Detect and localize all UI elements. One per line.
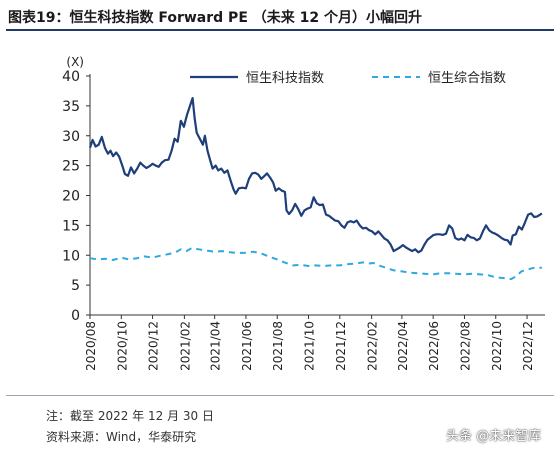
forward-pe-chart: (X) 0 5 10 15 20 25 30 35 40 2020/08 2020/10 2020/12… <box>62 55 545 371</box>
y-tick-label: 5 <box>71 278 80 294</box>
x-tick-label: 2022/12 <box>521 321 535 371</box>
legend: 恒生科技指数 恒生综合指数 <box>190 71 506 86</box>
x-tick-label: 2022/06 <box>427 321 441 371</box>
watermark: 头条 @未来智库 <box>446 429 542 444</box>
x-tick-label: 2022/08 <box>458 321 472 371</box>
x-tick-label: 2022/10 <box>490 321 504 371</box>
source-note: 资料来源：Wind，华泰研究 <box>46 430 197 444</box>
series-line-hscomposite <box>89 247 542 281</box>
y-tick-label: 25 <box>62 159 80 175</box>
axes: (X) 0 5 10 15 20 25 30 35 40 2020/08 2020/10 2020/12… <box>62 55 545 371</box>
x-tick-label: 2021/02 <box>178 321 192 371</box>
x-tick-label: 2021/08 <box>271 321 285 371</box>
y-tick-label: 30 <box>62 129 80 145</box>
x-tick-label: 2022/02 <box>366 321 380 371</box>
series-line-hstech <box>88 97 543 254</box>
y-tick-label: 15 <box>62 218 80 234</box>
footnote: 注：截至 2022 年 12 月 30 日 <box>46 409 214 423</box>
x-tick-label: 2020/10 <box>115 321 129 371</box>
figure-title: 图表19：恒生科技指数 Forward PE （未来 12 个月）小幅回升 <box>8 10 422 26</box>
x-tick-label: 2020/12 <box>147 321 161 371</box>
x-tick-label: 2021/06 <box>240 321 254 371</box>
x-tick-label: 2021/12 <box>334 321 348 371</box>
x-tick-label: 2021/10 <box>303 321 317 371</box>
y-tick-label: 35 <box>62 99 80 115</box>
y-tick-label: 10 <box>62 248 80 264</box>
series-layer <box>88 97 543 281</box>
y-tick-label: 0 <box>71 308 80 324</box>
footer-rule <box>6 395 554 396</box>
y-tick-label: 20 <box>62 189 80 205</box>
x-tick-label: 2021/04 <box>209 321 223 371</box>
title-rule <box>6 29 554 31</box>
x-tick-label: 2022/04 <box>396 321 410 371</box>
legend-label: 恒生综合指数 <box>428 71 506 86</box>
y-tick-label: 40 <box>62 69 80 85</box>
y-unit-label: (X) <box>66 55 84 69</box>
legend-label: 恒生科技指数 <box>246 71 324 86</box>
x-tick-label: 2020/08 <box>84 321 98 371</box>
